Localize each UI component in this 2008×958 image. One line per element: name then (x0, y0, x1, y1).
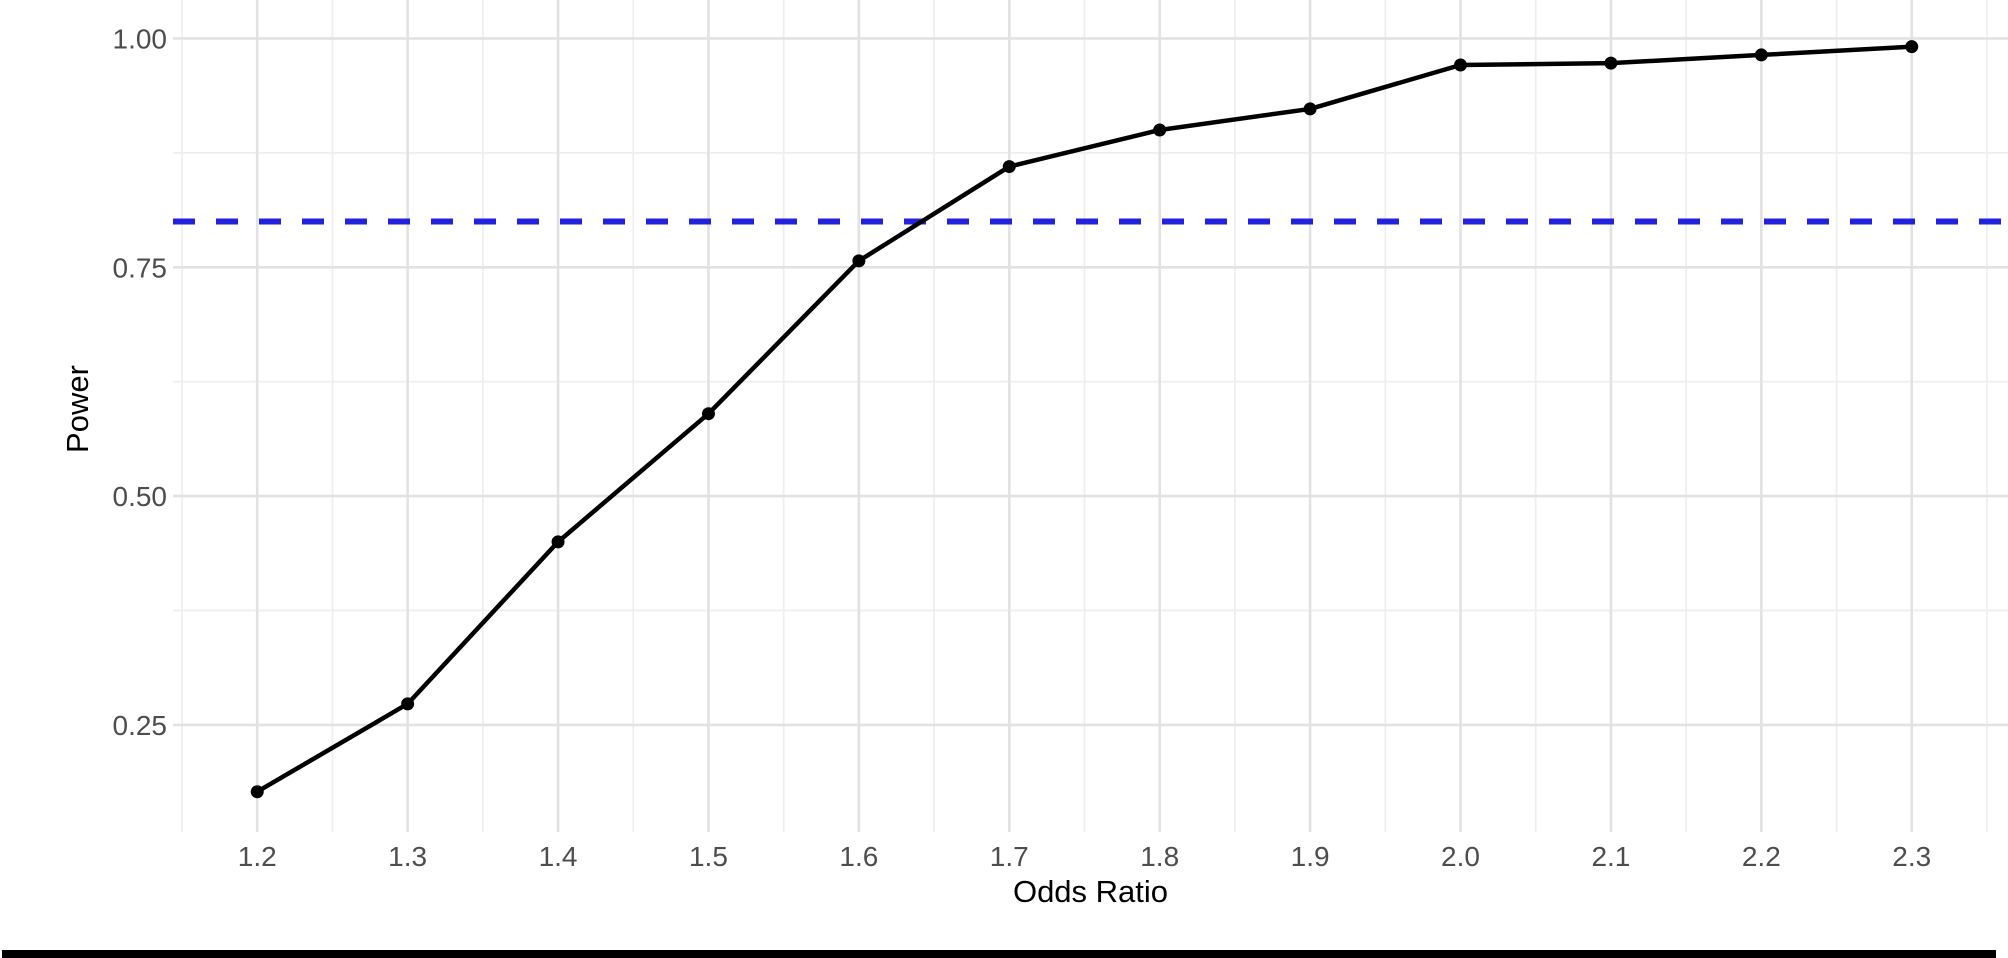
x-tick-label: 1.8 (1140, 841, 1179, 872)
x-axis-title: Odds Ratio (1012, 874, 1169, 909)
y-tick-label: 0.50 (113, 481, 168, 512)
y-tick-label: 0.25 (113, 710, 168, 741)
x-tick-label: 2.1 (1591, 841, 1630, 872)
data-point (1303, 102, 1317, 116)
x-tick-label: 1.9 (1291, 841, 1330, 872)
x-tick-label: 1.5 (689, 841, 728, 872)
data-point (551, 535, 565, 549)
x-tick-label: 1.4 (539, 841, 578, 872)
y-tick-label: 0.75 (113, 252, 168, 283)
x-tick-label: 2.2 (1742, 841, 1781, 872)
x-tick-label: 1.7 (990, 841, 1029, 872)
data-point (401, 697, 415, 711)
x-tick-label: 1.6 (839, 841, 878, 872)
data-point (1153, 123, 1167, 137)
data-point (1604, 56, 1618, 70)
y-tick-label: 1.00 (113, 23, 168, 54)
x-tick-label: 2.3 (1892, 841, 1931, 872)
data-point (852, 254, 866, 268)
x-tick-label: 1.2 (238, 841, 277, 872)
data-point (250, 785, 264, 799)
data-point (1754, 48, 1768, 62)
power-line (256, 44, 1912, 794)
data-point (1002, 160, 1016, 174)
data-point (701, 407, 715, 421)
window-edge-bar (2, 950, 1996, 958)
y-axis-title: Power (60, 365, 95, 453)
x-tick-label: 1.3 (388, 841, 427, 872)
data-point (1905, 40, 1919, 54)
data-point (1454, 58, 1468, 72)
x-tick-label: 2.0 (1441, 841, 1480, 872)
